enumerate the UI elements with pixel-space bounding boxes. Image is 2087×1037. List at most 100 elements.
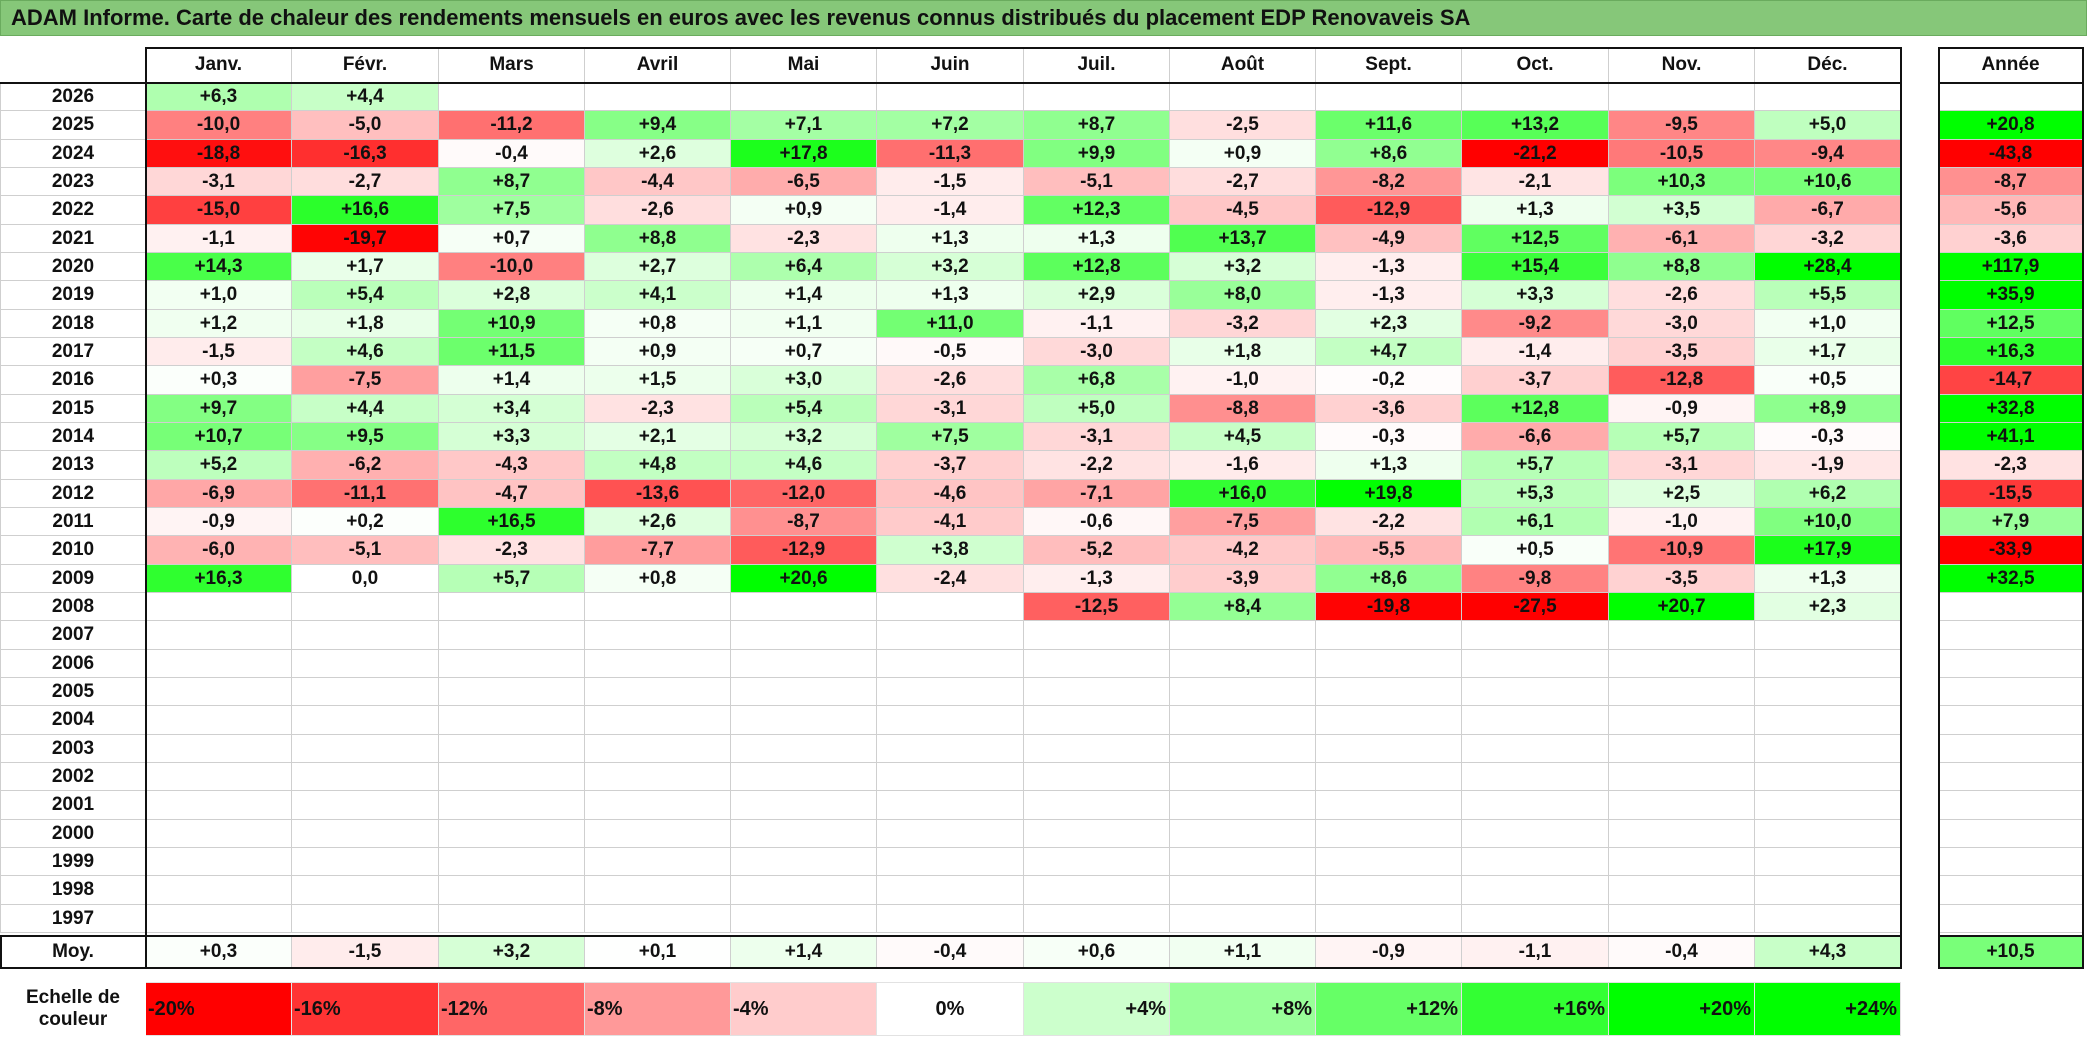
year-label: 1998	[0, 876, 146, 905]
heat-cell	[1170, 791, 1316, 820]
heat-cell: -2,2	[1316, 508, 1462, 536]
heat-cell: -1,0	[1609, 508, 1755, 536]
month-header: Mai	[731, 47, 877, 83]
year-label: 1999	[0, 848, 146, 876]
year-label: 1997	[0, 905, 146, 933]
heat-cell: -3,7	[1462, 366, 1609, 395]
annual-cell: +12,5	[1938, 310, 2084, 338]
heat-cell: -12,5	[1024, 593, 1170, 621]
heat-cell	[1755, 876, 1901, 905]
heat-cell: -2,7	[292, 168, 439, 196]
heat-cell: +1,1	[731, 310, 877, 338]
heat-cell: +1,0	[1755, 310, 1901, 338]
annual-cell	[1938, 621, 2084, 650]
heat-cell: +5,0	[1024, 395, 1170, 423]
heat-cell	[1462, 621, 1609, 650]
heat-cell: -3,5	[1609, 338, 1755, 366]
legend-title: Echelle de couleur	[0, 982, 146, 1036]
annual-cell: -15,5	[1938, 480, 2084, 508]
heat-cell	[146, 621, 292, 650]
heat-cell: -11,1	[292, 480, 439, 508]
heat-cell: -0,4	[439, 140, 585, 168]
annual-cell: -14,7	[1938, 366, 2084, 395]
heat-cell: -2,4	[877, 565, 1024, 593]
heat-cell: +1,8	[1170, 338, 1316, 366]
heat-cell: -4,7	[439, 480, 585, 508]
annual-cell	[1938, 650, 2084, 678]
heat-cell: +6,2	[1755, 480, 1901, 508]
heat-cell: +0,5	[1755, 366, 1901, 395]
heat-cell: +1,3	[877, 225, 1024, 253]
heat-cell	[1024, 791, 1170, 820]
heat-cell: -4,3	[439, 451, 585, 480]
heat-cell: +2,9	[1024, 281, 1170, 310]
heat-cell	[877, 763, 1024, 791]
heat-cell: -1,0	[1170, 366, 1316, 395]
heat-cell: +5,5	[1755, 281, 1901, 310]
heat-cell: -1,9	[1755, 451, 1901, 480]
heat-cell	[1462, 763, 1609, 791]
year-label: 2024	[0, 140, 146, 168]
annual-cell	[1938, 791, 2084, 820]
heat-cell: +3,3	[1462, 281, 1609, 310]
heat-cell: -7,5	[1170, 508, 1316, 536]
annual-cell: +16,3	[1938, 338, 2084, 366]
heat-cell	[1462, 735, 1609, 763]
month-header: Août	[1170, 47, 1316, 83]
legend-swatch: +4%	[1024, 982, 1170, 1036]
heat-cell: -7,1	[1024, 480, 1170, 508]
heat-cell	[292, 791, 439, 820]
heat-cell: +1,3	[1462, 196, 1609, 225]
heat-cell	[1609, 905, 1755, 933]
year-label: 2006	[0, 650, 146, 678]
heat-cell	[1755, 83, 1901, 111]
heat-cell	[585, 83, 731, 111]
heat-cell: -0,5	[877, 338, 1024, 366]
heat-cell	[1024, 763, 1170, 791]
heat-cell	[877, 876, 1024, 905]
heat-cell: -9,2	[1462, 310, 1609, 338]
heat-cell: +14,3	[146, 253, 292, 281]
heat-cell: +20,7	[1609, 593, 1755, 621]
heat-cell: -1,3	[1024, 565, 1170, 593]
heat-cell: +0,7	[731, 338, 877, 366]
year-label: 2010	[0, 536, 146, 565]
heat-cell: -0,2	[1316, 366, 1462, 395]
heat-cell	[1609, 83, 1755, 111]
heat-cell: +11,0	[877, 310, 1024, 338]
heat-cell: +0,7	[439, 225, 585, 253]
heat-cell	[1316, 876, 1462, 905]
heat-cell: +7,5	[877, 423, 1024, 451]
heat-cell: +8,0	[1170, 281, 1316, 310]
heat-cell	[731, 621, 877, 650]
year-label: 2011	[0, 508, 146, 536]
heat-cell	[877, 650, 1024, 678]
average-cell: +0,3	[146, 936, 292, 969]
average-cell: +0,1	[585, 936, 731, 969]
heat-cell: +13,7	[1170, 225, 1316, 253]
heat-cell	[439, 763, 585, 791]
heat-cell: -1,3	[1316, 281, 1462, 310]
heat-cell	[1755, 735, 1901, 763]
month-header: Avril	[585, 47, 731, 83]
average-annual-cell: +10,5	[1938, 936, 2084, 969]
heat-cell: -3,1	[1024, 423, 1170, 451]
heat-cell: -3,7	[877, 451, 1024, 480]
heat-cell: +20,6	[731, 565, 877, 593]
heat-cell: +8,6	[1316, 140, 1462, 168]
heat-cell	[1316, 905, 1462, 933]
heat-cell: -6,1	[1609, 225, 1755, 253]
heat-cell	[146, 848, 292, 876]
annual-cell: +32,5	[1938, 565, 2084, 593]
heat-cell: -13,6	[585, 480, 731, 508]
heat-cell: -12,9	[731, 536, 877, 565]
heat-cell	[731, 650, 877, 678]
heat-cell	[1316, 791, 1462, 820]
heat-cell: +8,7	[439, 168, 585, 196]
heat-cell: -15,0	[146, 196, 292, 225]
heat-cell	[877, 83, 1024, 111]
heat-cell: -1,6	[1170, 451, 1316, 480]
heat-cell: -8,7	[731, 508, 877, 536]
heat-cell: -0,9	[146, 508, 292, 536]
heat-cell	[1316, 706, 1462, 735]
